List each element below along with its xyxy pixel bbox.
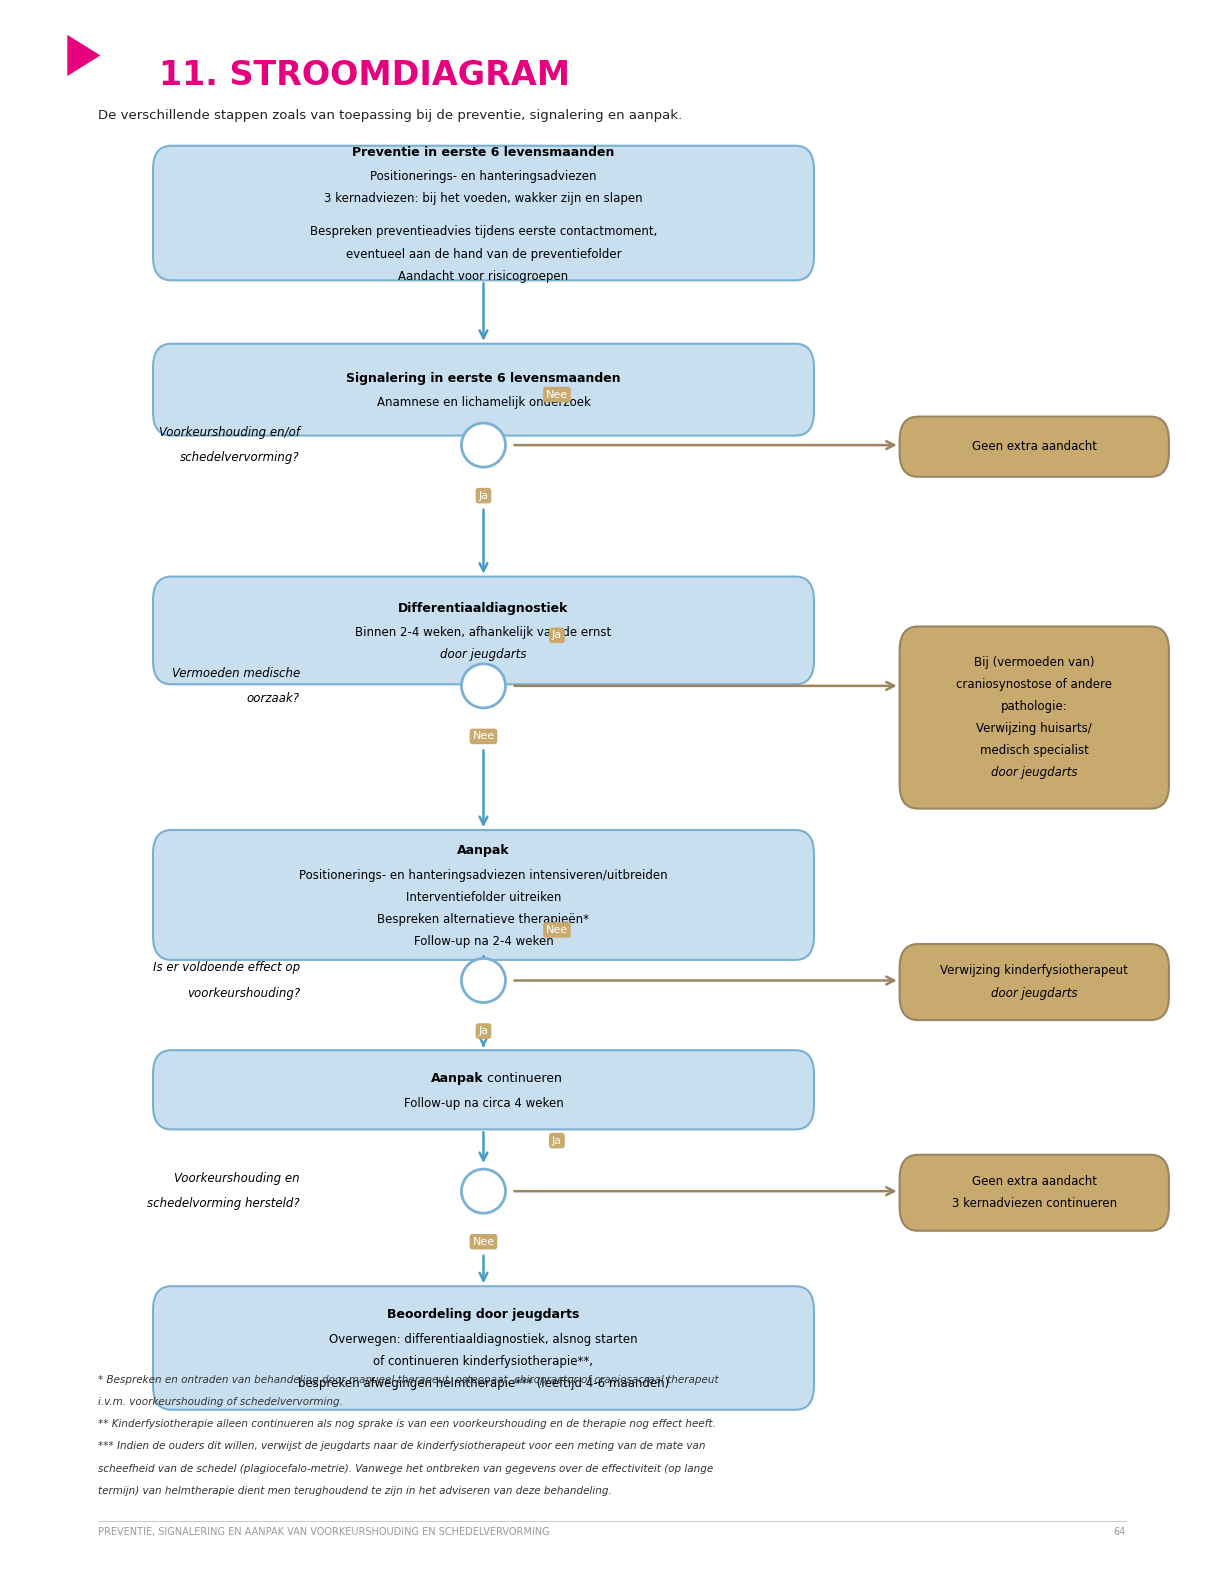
Ellipse shape (461, 423, 506, 467)
Text: Vermoeden medische: Vermoeden medische (171, 667, 300, 680)
Text: Aandacht voor risicogroepen: Aandacht voor risicogroepen (399, 269, 568, 284)
FancyBboxPatch shape (153, 1050, 814, 1129)
Text: i.v.m. voorkeurshouding of schedelvervorming.: i.v.m. voorkeurshouding of schedelvervor… (98, 1397, 343, 1407)
FancyBboxPatch shape (153, 1286, 814, 1410)
Text: Nee: Nee (546, 925, 568, 935)
Text: 11. STROOMDIAGRAM: 11. STROOMDIAGRAM (159, 59, 570, 92)
Text: Geen extra aandacht: Geen extra aandacht (972, 440, 1097, 453)
Ellipse shape (461, 664, 506, 708)
Text: Nee: Nee (546, 390, 568, 399)
Text: Ja: Ja (552, 630, 562, 640)
Ellipse shape (461, 958, 506, 1003)
Text: of continueren kinderfysiotherapie**,: of continueren kinderfysiotherapie**, (373, 1354, 594, 1369)
Text: Ja: Ja (479, 1026, 488, 1036)
Text: door jeugdarts: door jeugdarts (991, 767, 1077, 779)
FancyBboxPatch shape (153, 146, 814, 280)
FancyBboxPatch shape (153, 344, 814, 436)
Text: De verschillende stappen zoals van toepassing bij de preventie, signalering en a: De verschillende stappen zoals van toepa… (98, 109, 682, 122)
Text: pathologie:: pathologie: (1001, 700, 1067, 713)
Text: Bij (vermoeden van): Bij (vermoeden van) (974, 656, 1094, 668)
Text: Bespreken preventieadvies tijdens eerste contactmoment,: Bespreken preventieadvies tijdens eerste… (310, 225, 657, 239)
Text: Is er voldoende effect op: Is er voldoende effect op (153, 961, 300, 974)
Text: 3 kernadviezen: bij het voeden, wakker zijn en slapen: 3 kernadviezen: bij het voeden, wakker z… (324, 192, 643, 206)
Text: Positionerings- en hanteringsadviezen intensiveren/uitbreiden: Positionerings- en hanteringsadviezen in… (299, 868, 668, 882)
FancyBboxPatch shape (153, 830, 814, 960)
Text: schedelvorming hersteld?: schedelvorming hersteld? (147, 1198, 300, 1210)
Text: Aanpak: Aanpak (458, 844, 509, 857)
Text: Interventiefolder uitreiken: Interventiefolder uitreiken (406, 890, 561, 904)
Text: Binnen 2-4 weken, afhankelijk van de ernst: Binnen 2-4 weken, afhankelijk van de ern… (355, 626, 612, 640)
Text: Preventie in eerste 6 levensmaanden: Preventie in eerste 6 levensmaanden (353, 146, 614, 158)
Text: Anamnese en lichamelijk onderzoek: Anamnese en lichamelijk onderzoek (377, 396, 590, 410)
Text: Verwijzing kinderfysiotherapeut: Verwijzing kinderfysiotherapeut (940, 965, 1129, 977)
Text: voorkeurshouding?: voorkeurshouding? (187, 987, 300, 1000)
Text: door jeugdarts: door jeugdarts (991, 987, 1077, 1000)
Text: Signalering in eerste 6 levensmaanden: Signalering in eerste 6 levensmaanden (346, 372, 621, 385)
Text: craniosynostose of andere: craniosynostose of andere (956, 678, 1113, 691)
Text: Differentiaaldiagnostiek: Differentiaaldiagnostiek (398, 602, 569, 615)
Text: Voorkeurshouding en/of: Voorkeurshouding en/of (159, 426, 300, 439)
Text: Follow-up na 2-4 weken: Follow-up na 2-4 weken (414, 935, 553, 949)
Text: Overwegen: differentiaaldiagnostiek, alsnog starten: Overwegen: differentiaaldiagnostiek, als… (329, 1332, 638, 1346)
Text: bespreken afwegingen helmtherapie*** (leeftijd 4-6 maanden): bespreken afwegingen helmtherapie*** (le… (297, 1376, 670, 1391)
Text: Ja: Ja (479, 491, 488, 501)
Ellipse shape (461, 1169, 506, 1213)
Text: Bespreken alternatieve therapieën*: Bespreken alternatieve therapieën* (377, 912, 590, 927)
Text: Verwijzing huisarts/: Verwijzing huisarts/ (977, 722, 1092, 735)
Text: Positionerings- en hanteringsadviezen: Positionerings- en hanteringsadviezen (370, 169, 597, 184)
Text: medisch specialist: medisch specialist (980, 744, 1088, 757)
Text: door jeugdarts: door jeugdarts (441, 648, 526, 662)
Text: 64: 64 (1114, 1527, 1126, 1536)
Text: Ja: Ja (552, 1136, 562, 1145)
Text: PREVENTIE, SIGNALERING EN AANPAK VAN VOORKEURSHOUDING EN SCHEDELVERVORMING: PREVENTIE, SIGNALERING EN AANPAK VAN VOO… (98, 1527, 550, 1536)
Text: Geen extra aandacht: Geen extra aandacht (972, 1175, 1097, 1188)
Text: 3 kernadviezen continueren: 3 kernadviezen continueren (952, 1198, 1116, 1210)
Text: Nee: Nee (472, 732, 494, 741)
Polygon shape (67, 35, 100, 76)
FancyBboxPatch shape (900, 1155, 1169, 1231)
Text: eventueel aan de hand van de preventiefolder: eventueel aan de hand van de preventiefo… (345, 247, 622, 261)
Text: *** Indien de ouders dit willen, verwijst de jeugdarts naar de kinderfysiotherap: *** Indien de ouders dit willen, verwijs… (98, 1441, 705, 1451)
Text: ** Kinderfysiotherapie alleen continueren als nog sprake is van een voorkeurshou: ** Kinderfysiotherapie alleen continuere… (98, 1419, 716, 1429)
Text: scheefheid van de schedel (plagiocefalo­metrie). Vanwege het ontbreken van gegev: scheefheid van de schedel (plagiocefalo­… (98, 1464, 714, 1473)
FancyBboxPatch shape (900, 417, 1169, 477)
Text: Nee: Nee (472, 1237, 494, 1247)
Text: schedelvervorming?: schedelvervorming? (180, 451, 300, 464)
Text: Beoordeling door jeugdarts: Beoordeling door jeugdarts (387, 1308, 580, 1321)
Text: continueren: continueren (483, 1072, 562, 1085)
Text: Follow-up na circa 4 weken: Follow-up na circa 4 weken (404, 1096, 563, 1110)
Text: Voorkeurshouding en: Voorkeurshouding en (174, 1172, 300, 1185)
FancyBboxPatch shape (900, 626, 1169, 808)
Text: oorzaak?: oorzaak? (247, 692, 300, 705)
Text: * Bespreken en ontraden van behandeling door manueel therapeut, osteopaat, chiro: * Bespreken en ontraden van behandeling … (98, 1375, 718, 1384)
Text: termijn) van helmtherapie dient men terughoudend te zijn in het adviseren van de: termijn) van helmtherapie dient men teru… (98, 1486, 612, 1495)
Text: Aanpak: Aanpak (431, 1072, 483, 1085)
FancyBboxPatch shape (153, 577, 814, 684)
FancyBboxPatch shape (900, 944, 1169, 1020)
